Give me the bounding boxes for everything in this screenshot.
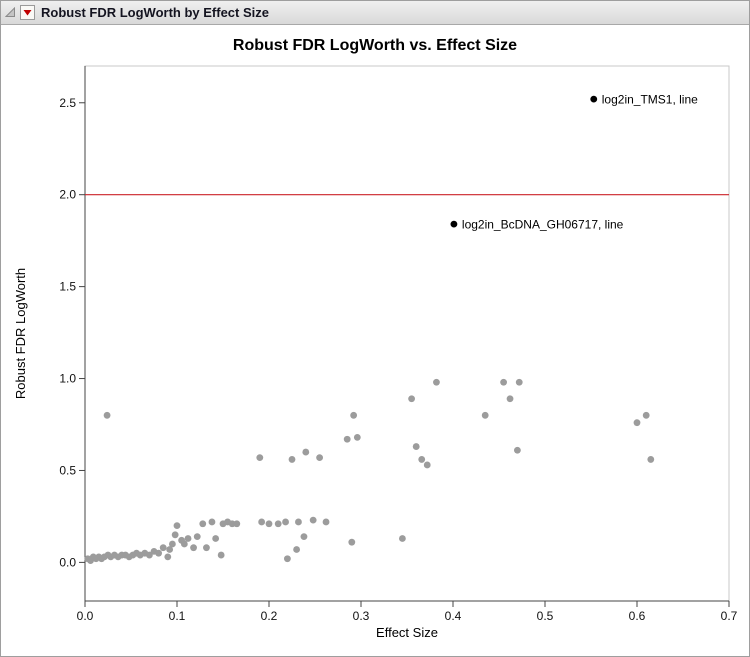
data-point[interactable] bbox=[481, 411, 489, 419]
data-point[interactable] bbox=[256, 454, 264, 461]
data-point[interactable] bbox=[146, 551, 153, 559]
data-point[interactable] bbox=[184, 535, 192, 542]
x-axis-title: Effect Size bbox=[376, 625, 438, 640]
data-point[interactable] bbox=[288, 456, 296, 463]
y-tick-label: 2.0 bbox=[59, 188, 76, 202]
labeled-data-point[interactable] bbox=[590, 95, 598, 103]
data-point[interactable] bbox=[316, 454, 323, 461]
x-tick-label: 0.6 bbox=[629, 609, 646, 623]
data-point[interactable] bbox=[217, 551, 225, 559]
data-point[interactable] bbox=[169, 540, 176, 548]
data-point[interactable] bbox=[408, 395, 415, 403]
x-tick-label: 0.0 bbox=[77, 609, 94, 623]
point-label: log2in_TMS1, line bbox=[602, 93, 698, 107]
data-point[interactable] bbox=[284, 555, 291, 563]
x-tick-label: 0.2 bbox=[261, 609, 278, 623]
data-point[interactable] bbox=[350, 411, 358, 419]
data-point[interactable] bbox=[274, 520, 282, 528]
data-point[interactable] bbox=[348, 538, 356, 546]
data-point[interactable] bbox=[282, 518, 289, 526]
data-point[interactable] bbox=[343, 435, 351, 443]
report-header: Robust FDR LogWorth by Effect Size bbox=[1, 1, 749, 25]
x-tick-label: 0.3 bbox=[353, 609, 370, 623]
data-point[interactable] bbox=[295, 518, 302, 526]
disclosure-triangle-icon[interactable] bbox=[5, 7, 16, 18]
x-tick-label: 0.7 bbox=[721, 609, 738, 623]
data-point[interactable] bbox=[159, 544, 167, 552]
scatter-plot: 0.0 0.1 0.2 0.3 0.4 0.5 0.6 0.7 0.0 0.5 1.0 1.5 2.0 2… bbox=[13, 65, 738, 640]
data-point[interactable] bbox=[103, 411, 111, 419]
y-tick-label: 0.0 bbox=[59, 555, 76, 569]
data-point[interactable] bbox=[203, 544, 210, 552]
data-point[interactable] bbox=[208, 518, 216, 526]
data-point[interactable] bbox=[642, 411, 650, 419]
data-point[interactable] bbox=[258, 518, 266, 526]
data-point[interactable] bbox=[180, 540, 188, 548]
x-tick-label: 0.1 bbox=[169, 609, 186, 623]
data-point[interactable] bbox=[418, 456, 426, 463]
data-point[interactable] bbox=[423, 461, 431, 469]
data-point[interactable] bbox=[500, 378, 507, 386]
data-point[interactable] bbox=[233, 520, 241, 528]
x-tick-label: 0.5 bbox=[537, 609, 554, 623]
data-point[interactable] bbox=[155, 549, 163, 557]
y-tick-label: 0.5 bbox=[59, 463, 76, 477]
y-tick-label: 2.5 bbox=[59, 96, 76, 110]
data-point[interactable] bbox=[506, 395, 514, 403]
data-point[interactable] bbox=[647, 456, 655, 463]
chart-title: Robust FDR LogWorth vs. Effect Size bbox=[232, 37, 518, 54]
data-point[interactable] bbox=[300, 533, 308, 541]
data-point[interactable] bbox=[309, 516, 317, 524]
data-point[interactable] bbox=[433, 378, 440, 386]
report-title: Robust FDR LogWorth by Effect Size bbox=[41, 5, 269, 20]
data-point[interactable] bbox=[265, 520, 273, 528]
data-point[interactable] bbox=[190, 544, 197, 552]
data-point[interactable] bbox=[412, 443, 420, 450]
labeled-data-point[interactable] bbox=[450, 220, 458, 228]
data-point[interactable] bbox=[199, 520, 207, 528]
data-point[interactable] bbox=[173, 522, 181, 530]
data-point[interactable] bbox=[164, 553, 172, 561]
y-tick-label: 1.0 bbox=[59, 372, 76, 386]
point-label: log2in_BcDNA_GH06717, line bbox=[462, 218, 624, 232]
x-tick-label: 0.4 bbox=[445, 609, 462, 623]
data-point[interactable] bbox=[353, 433, 361, 441]
data-point[interactable] bbox=[212, 535, 220, 542]
data-point[interactable] bbox=[193, 533, 201, 541]
data-point[interactable] bbox=[171, 531, 179, 539]
data-point[interactable] bbox=[515, 378, 523, 386]
data-point[interactable] bbox=[293, 546, 300, 553]
red-triangle-menu-icon[interactable] bbox=[20, 5, 35, 20]
plot-frame bbox=[84, 65, 730, 602]
data-point[interactable] bbox=[514, 446, 521, 454]
y-tick-label: 1.5 bbox=[59, 280, 76, 294]
data-point[interactable] bbox=[322, 518, 330, 526]
data-point[interactable] bbox=[166, 546, 174, 553]
y-axis-title: Robust FDR LogWorth bbox=[13, 268, 28, 399]
data-point[interactable] bbox=[633, 419, 641, 427]
data-point[interactable] bbox=[399, 535, 406, 542]
data-point[interactable] bbox=[302, 448, 310, 456]
